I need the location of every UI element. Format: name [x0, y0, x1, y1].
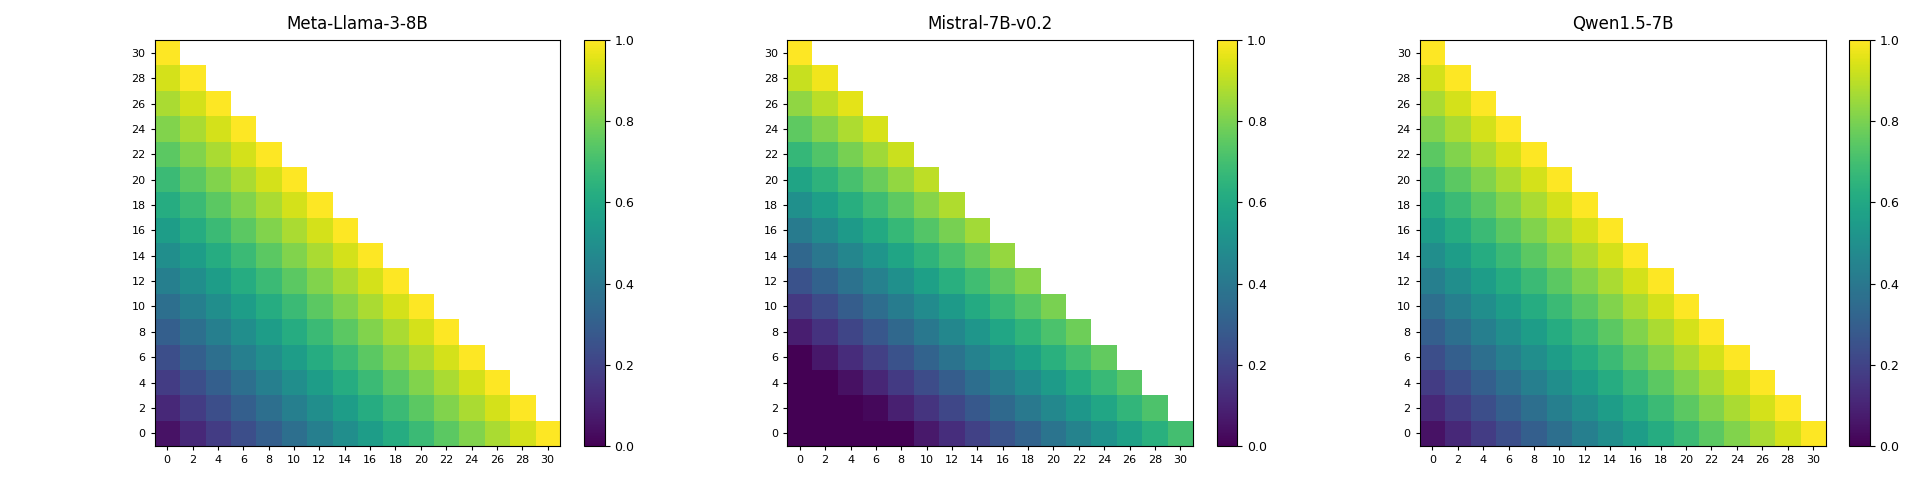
- Title: Qwen1.5-7B: Qwen1.5-7B: [1572, 15, 1674, 33]
- Title: Meta-Llama-3-8B: Meta-Llama-3-8B: [286, 15, 428, 33]
- Title: Mistral-7B-v0.2: Mistral-7B-v0.2: [927, 15, 1052, 33]
